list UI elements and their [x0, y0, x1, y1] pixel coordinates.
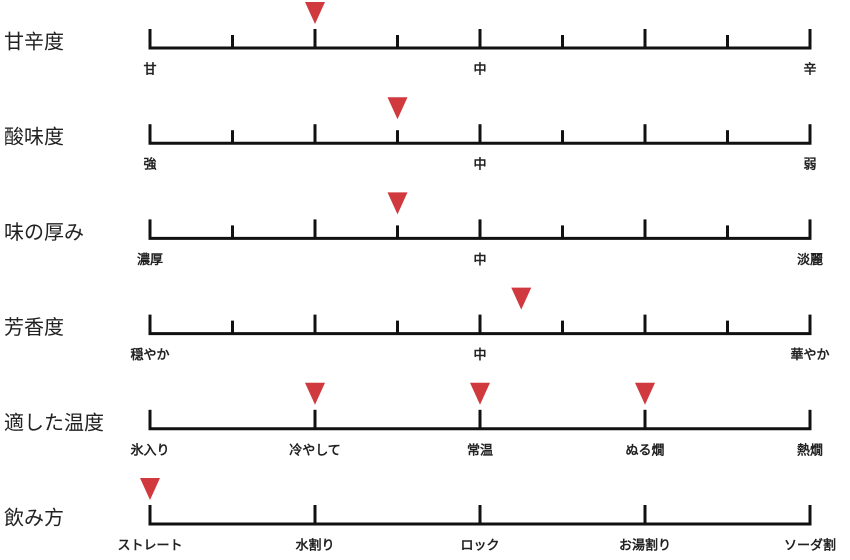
- scale-label: 常温: [467, 442, 493, 458]
- row-title: 飲み方: [4, 506, 64, 530]
- scale-label: 水割り: [295, 538, 334, 554]
- scale-label: 辛: [803, 62, 816, 78]
- scale-label: 華やか: [790, 347, 829, 363]
- scale-label: 淡麗: [797, 253, 823, 268]
- scale-label: 強: [143, 157, 156, 173]
- marker: [140, 478, 160, 500]
- scale-label: 中: [473, 157, 486, 173]
- scale-label: ぬる燗: [625, 442, 664, 458]
- marker: [635, 382, 655, 405]
- scale-label: 冷やして: [289, 442, 341, 458]
- scale-label: ロック: [460, 539, 499, 554]
- scale-label: 熱燗: [797, 442, 823, 458]
- marker: [511, 287, 532, 310]
- scale-label: ソーダ割: [784, 538, 836, 554]
- row-title: 酸味度: [4, 125, 64, 149]
- marker: [387, 192, 408, 215]
- scale-label: 穏やか: [130, 347, 169, 363]
- row-title: 芳香度: [4, 315, 64, 339]
- scale-label: ストレート: [117, 539, 182, 554]
- row-title: 適した温度: [4, 410, 104, 434]
- marker: [305, 382, 325, 405]
- marker: [387, 97, 408, 120]
- marker: [470, 382, 490, 405]
- scale-label: お湯割り: [619, 538, 671, 554]
- scale-label: 弱: [803, 157, 816, 173]
- scale-label: 中: [473, 62, 486, 78]
- scale-label: 甘: [143, 62, 156, 78]
- scale-label: 中: [473, 252, 486, 268]
- scale-label: 中: [473, 347, 486, 363]
- scale-label: 濃厚: [137, 252, 163, 268]
- marker: [305, 2, 325, 24]
- scale-label: 氷入り: [130, 442, 169, 458]
- row-title: 甘辛度: [4, 30, 64, 54]
- row-title: 味の厚み: [4, 220, 84, 244]
